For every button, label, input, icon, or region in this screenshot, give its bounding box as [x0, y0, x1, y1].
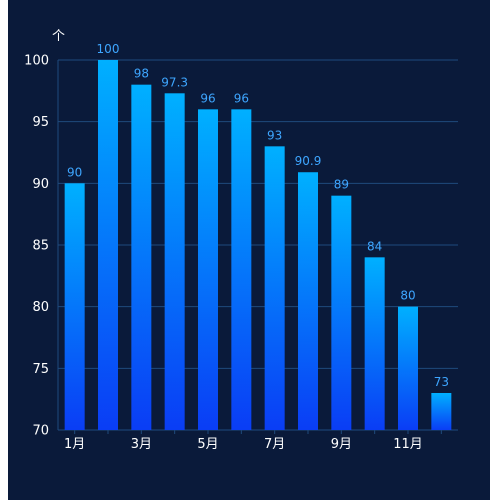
data-label: 84 [367, 239, 382, 253]
y-tick-label: 75 [32, 362, 49, 377]
bar [331, 195, 352, 430]
data-label: 96 [200, 91, 215, 105]
grid-lines [58, 59, 458, 431]
x-tick-label: 5月 [197, 437, 218, 452]
data-label: 73 [434, 375, 449, 389]
bar [98, 60, 118, 430]
data-label: 96 [234, 91, 249, 105]
x-tick-label: 11月 [393, 437, 423, 452]
x-tick-label: 9月 [331, 437, 352, 452]
y-tick-label: 85 [32, 239, 49, 254]
bar [64, 183, 85, 430]
bar [431, 393, 452, 430]
x-tick-label: 7月 [264, 437, 285, 452]
bar [364, 257, 385, 430]
bar [264, 146, 285, 431]
y-axis-unit-label: 个 [52, 29, 65, 44]
data-label: 98 [134, 67, 149, 81]
data-label: 100 [97, 42, 120, 56]
bar [131, 84, 152, 431]
x-tick-label: 1月 [64, 437, 85, 452]
data-label: 97.3 [161, 75, 188, 89]
y-tick-label: 90 [32, 177, 49, 192]
axes: 70 75 80 85 90 95 100 1月 3月 5月 7月 9月 11月 [24, 54, 442, 452]
bar [164, 93, 185, 431]
data-labels: 90 100 98 97.3 96 96 93 90.9 89 84 80 73 [67, 42, 449, 389]
bar [398, 306, 418, 430]
y-tick-label: 95 [32, 115, 49, 130]
data-label: 80 [400, 289, 415, 303]
y-tick-label: 80 [32, 300, 49, 315]
bar [298, 172, 318, 430]
data-label: 93 [267, 128, 282, 142]
y-tick-label: 70 [32, 424, 49, 439]
bar [231, 109, 252, 430]
data-label: 90.9 [295, 154, 322, 168]
x-tick-label: 3月 [131, 437, 152, 452]
bars [64, 60, 452, 431]
bar [198, 109, 218, 430]
data-label: 90 [67, 165, 82, 179]
y-tick-label: 100 [24, 54, 49, 69]
data-label: 89 [334, 178, 349, 192]
